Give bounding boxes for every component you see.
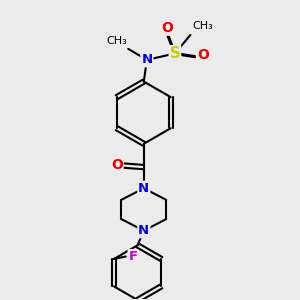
Text: F: F: [129, 250, 138, 263]
Text: CH₃: CH₃: [106, 36, 127, 46]
Text: S: S: [169, 46, 180, 61]
Text: N: N: [141, 53, 152, 66]
Text: CH₃: CH₃: [192, 21, 213, 31]
Text: O: O: [197, 48, 209, 62]
Text: O: O: [111, 158, 123, 172]
Text: N: N: [138, 182, 149, 195]
Text: O: O: [161, 21, 173, 35]
Text: N: N: [138, 224, 149, 237]
